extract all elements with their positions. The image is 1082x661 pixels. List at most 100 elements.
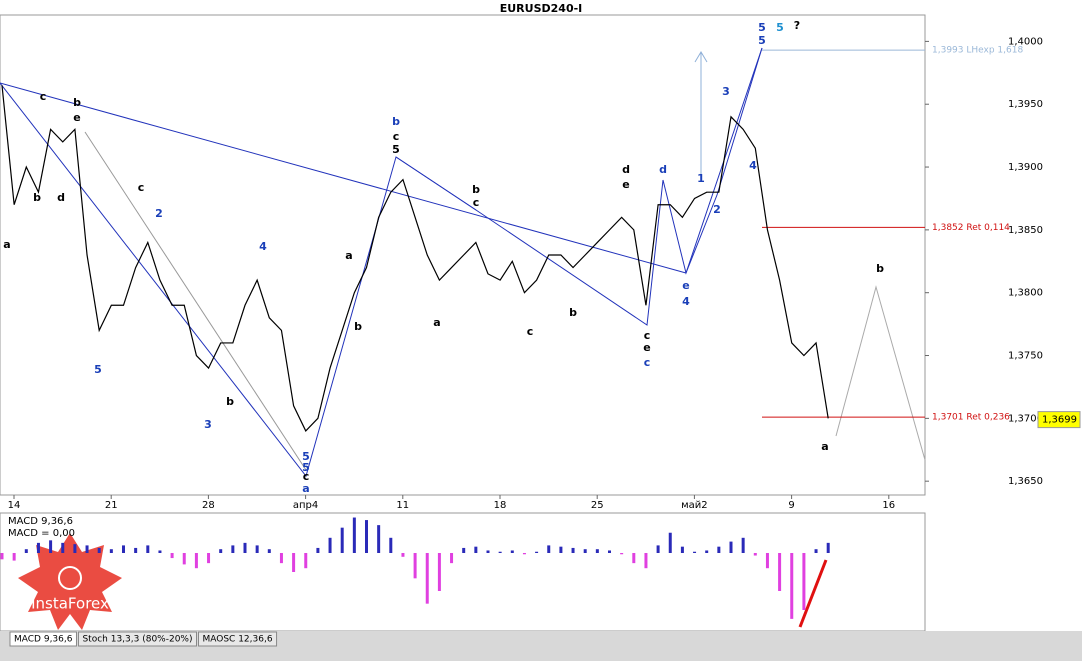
macd-bar <box>790 553 794 619</box>
macd-bar <box>231 545 235 553</box>
macd-bar <box>73 544 77 553</box>
wave-label: b <box>33 191 41 204</box>
wave-label: e <box>622 178 629 191</box>
macd-bar <box>741 537 745 553</box>
indicator-tab: Stoch 13,3,3 (80%-20%) <box>82 635 192 645</box>
macd-bar <box>717 546 721 553</box>
tab-box <box>198 631 278 647</box>
macd-bar <box>450 553 454 564</box>
wave-label: b <box>73 96 81 109</box>
wave-label: 4 <box>682 295 690 308</box>
wave-label: e <box>73 111 80 124</box>
macd-bar <box>219 549 223 553</box>
level-label: 1,3701 Ret 0,236 <box>932 413 1010 423</box>
macd-bar <box>814 549 818 553</box>
macd-bar <box>644 553 648 569</box>
macd-bar <box>632 553 636 564</box>
macd-bar <box>486 550 490 553</box>
macd-bar <box>595 549 599 553</box>
y-tick-label: 1,3850 <box>1008 225 1043 236</box>
wave-label: 5 <box>94 363 102 376</box>
macd-bar <box>705 550 709 553</box>
arrow-head <box>694 51 708 63</box>
y-tick-label: 1,3950 <box>1008 99 1043 110</box>
wave-label: 5 <box>302 450 310 463</box>
macd-bar <box>49 540 53 553</box>
x-tick-label: 9 <box>788 500 794 511</box>
wave-label: 5 <box>776 21 784 34</box>
macd-bar <box>109 549 113 553</box>
projection-line <box>84 131 307 471</box>
macd-bar <box>146 545 150 553</box>
macd-bar <box>158 550 162 553</box>
wave-label: c <box>644 356 651 369</box>
wave-label: 3 <box>722 85 730 98</box>
wave-label: a <box>345 249 352 262</box>
wave-label: 1 <box>697 172 705 185</box>
macd-bar <box>267 549 271 553</box>
x-tick-label: май2 <box>681 500 708 511</box>
macd-bar <box>413 553 417 579</box>
macd-bar <box>340 527 344 553</box>
wave-label: 5 <box>758 21 766 34</box>
indicator-tab: MAOSC 12,36,6 <box>203 635 273 645</box>
wave-label: 4 <box>749 159 757 172</box>
x-tick-label: 28 <box>202 500 215 511</box>
macd-bar <box>61 542 65 553</box>
tab-box <box>77 631 197 647</box>
wave-label: a <box>302 482 309 495</box>
macd-bar <box>583 549 587 553</box>
macd-bar <box>620 553 624 555</box>
wave-label: 4 <box>259 240 267 253</box>
macd-bar <box>170 553 174 559</box>
macd-bar <box>292 553 296 572</box>
wave-line <box>685 47 763 274</box>
macd-bar <box>437 553 441 591</box>
x-tick-label: 18 <box>494 500 507 511</box>
last-price-box <box>1037 411 1081 429</box>
wave-line <box>0 47 763 478</box>
y-tick-label: 1,3700 <box>1008 413 1043 424</box>
wave-label: c <box>303 470 310 483</box>
wave-label: 5 <box>302 461 310 474</box>
macd-bar <box>547 545 551 553</box>
macd-bar <box>608 550 611 553</box>
wave-label: d <box>57 191 65 204</box>
wave-label: c <box>644 329 651 342</box>
macd-bar <box>462 547 466 553</box>
macd-bar <box>802 553 806 610</box>
wave-label: e <box>682 279 689 292</box>
macd-bar <box>498 551 502 553</box>
macd-bar <box>474 546 478 553</box>
wave-label: c <box>40 90 47 103</box>
divergence-line <box>798 559 828 628</box>
x-tick-label: 21 <box>105 500 118 511</box>
wave-label: c <box>527 325 534 338</box>
wave-label: 5 <box>392 143 400 156</box>
wave-label: b <box>876 262 884 275</box>
macd-bar <box>134 547 138 553</box>
level-label: 1,3993 LHexp 1,618 <box>932 46 1023 56</box>
trend-line <box>0 82 687 274</box>
macd-bar <box>24 549 28 553</box>
macd-bar <box>693 551 697 553</box>
price-line <box>1 85 829 432</box>
y-tick-label: 1,3800 <box>1008 288 1043 299</box>
wave-label: b <box>472 183 480 196</box>
wave-label: b <box>392 115 400 128</box>
x-tick-label: апр4 <box>293 500 318 511</box>
x-tick-label: 16 <box>882 500 895 511</box>
macd-bar <box>510 550 514 553</box>
macd-bar <box>255 545 259 553</box>
wave-label: 2 <box>155 207 163 220</box>
macd-bar <box>680 546 684 553</box>
macd-bar <box>12 553 16 561</box>
macd-bar <box>826 542 830 553</box>
wave-label: c <box>393 130 400 143</box>
macd-bar <box>36 542 40 553</box>
price-panel <box>0 14 926 496</box>
macd-bar <box>765 553 769 569</box>
macd-bar <box>401 553 405 557</box>
macd-bar <box>365 520 368 553</box>
